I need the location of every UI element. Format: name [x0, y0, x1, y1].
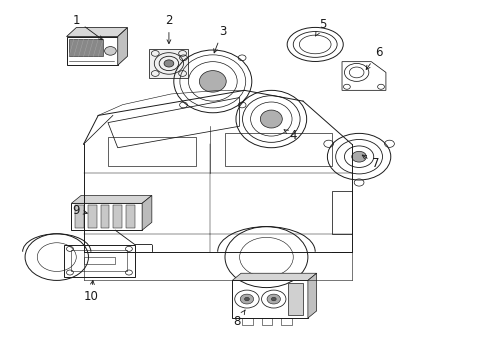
- Text: 10: 10: [83, 280, 98, 303]
- Circle shape: [351, 151, 366, 162]
- FancyBboxPatch shape: [75, 206, 84, 228]
- FancyBboxPatch shape: [69, 39, 103, 56]
- Text: 9: 9: [72, 204, 87, 217]
- FancyBboxPatch shape: [88, 206, 97, 228]
- Text: 2: 2: [165, 14, 172, 44]
- FancyBboxPatch shape: [101, 206, 109, 228]
- Text: 8: 8: [233, 310, 244, 328]
- Polygon shape: [66, 28, 127, 37]
- Text: 1: 1: [72, 14, 102, 40]
- Polygon shape: [118, 28, 127, 65]
- Polygon shape: [71, 195, 152, 203]
- Polygon shape: [307, 273, 316, 318]
- Circle shape: [163, 60, 173, 67]
- Text: 5: 5: [315, 18, 325, 36]
- FancyBboxPatch shape: [149, 49, 188, 78]
- Circle shape: [104, 46, 116, 55]
- Text: 6: 6: [366, 46, 382, 69]
- Text: 7: 7: [362, 155, 379, 170]
- Polygon shape: [142, 195, 152, 230]
- Text: 4: 4: [284, 129, 296, 142]
- FancyBboxPatch shape: [288, 283, 303, 315]
- Circle shape: [271, 297, 276, 301]
- Ellipse shape: [199, 71, 226, 92]
- FancyBboxPatch shape: [113, 206, 122, 228]
- Circle shape: [266, 294, 280, 304]
- Circle shape: [244, 297, 249, 301]
- Ellipse shape: [260, 110, 282, 128]
- Text: 3: 3: [213, 25, 226, 53]
- FancyBboxPatch shape: [126, 206, 135, 228]
- Circle shape: [240, 294, 253, 304]
- Polygon shape: [232, 273, 316, 280]
